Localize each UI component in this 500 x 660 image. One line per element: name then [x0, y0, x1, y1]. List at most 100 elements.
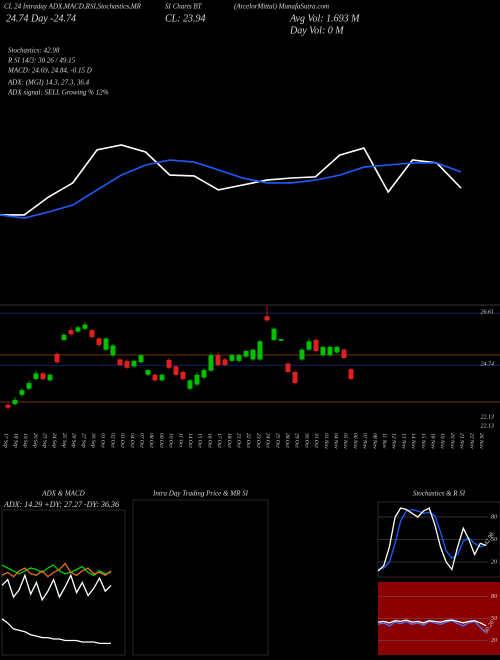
candle-body [222, 359, 228, 365]
y-tick-label: 80 [491, 594, 497, 600]
candle-body [215, 355, 221, 365]
candle-body [341, 349, 347, 359]
panel-title: ADX & MACD [41, 490, 84, 498]
series-line [377, 507, 487, 572]
x-tick-label: 01 Nov [323, 433, 329, 449]
panel-frame [132, 499, 269, 656]
y-tick-label: 24.74 [481, 361, 495, 368]
header-text: R SI 14/3: 30.26 / 49.15 [7, 57, 76, 65]
series-line [377, 620, 487, 634]
candle-body [278, 339, 284, 341]
candle-body [82, 324, 88, 329]
x-tick-label: 02 Oct [109, 433, 115, 448]
candle-body [145, 370, 151, 375]
x-tick-label: 11 Oct [177, 433, 183, 448]
y-tick-label: 50 [491, 616, 497, 622]
x-tick-label: 24 Sep [51, 433, 58, 448]
header-text: ADX: (MGI) 14.3, 27.3, 36.4 [7, 79, 90, 87]
x-tick-label: 17 Sep [3, 433, 9, 448]
candle-body [320, 346, 326, 356]
x-tick-label: 22 Nov [468, 433, 474, 449]
x-tick-label: 21 Oct [236, 433, 242, 448]
candle-body [264, 316, 270, 321]
candle-body [124, 360, 130, 368]
header-text: SI Charts BT [165, 3, 203, 11]
x-tick-label: 11 Nov [381, 433, 387, 449]
header-text: MACD: 24.69, 24.84, -0.15 D [7, 67, 92, 75]
x-tick-label: 18 Sep [12, 433, 18, 448]
header-text: SI,Stochastics,MR [90, 3, 142, 11]
candle-body [285, 363, 291, 372]
candle-body [89, 330, 95, 338]
series-line [1, 562, 112, 578]
candle-body [208, 355, 214, 371]
header-text: (ArcelorMittal) MunafaSutra.com [234, 3, 329, 11]
candle-body [180, 371, 186, 379]
y-tick-label: 22.13 [481, 423, 495, 429]
candle-body [187, 380, 193, 389]
x-tick-label: 21 Nov [459, 433, 465, 449]
x-tick-label: 22 Oct [245, 433, 251, 448]
candle-body [243, 351, 249, 357]
x-tick-label: 19 Sep [22, 433, 28, 448]
series-line [1, 564, 112, 577]
candle-body [166, 359, 172, 368]
candle-body [173, 366, 179, 375]
x-tick-label: 20 Sep [32, 433, 38, 448]
x-tick-label: 15 Oct [197, 433, 203, 448]
candle-body [313, 339, 319, 352]
candle-body [26, 383, 32, 389]
panel-subtitle: ADX: 14.29 +DY: 27.27 -DY: 36.36 [3, 500, 119, 509]
series-line [1, 573, 112, 602]
x-tick-label: 09 Oct [158, 433, 164, 448]
x-tick-label: 18 Oct [226, 433, 232, 448]
panel-frame [1, 509, 126, 656]
x-tick-label: 24 Oct [265, 433, 272, 448]
x-tick-label: 12 Nov [391, 433, 397, 449]
candle-body [236, 355, 242, 361]
candle-body [229, 355, 235, 361]
x-tick-label: 27 Sep [80, 433, 86, 448]
header-text: ADX signal: SELL Growing % 12% [7, 89, 109, 97]
panel-title: Stochastics & R SI [413, 490, 466, 498]
candle-body [334, 346, 340, 353]
x-tick-label: 06 Nov [352, 433, 358, 449]
header-text: CL 24 Intraday ADX,MACD,R [4, 3, 91, 11]
candle-body [61, 334, 67, 340]
candle-body [257, 341, 263, 360]
candle-body [40, 373, 46, 379]
y-tick-label: 80 [491, 514, 497, 520]
x-tick-label: 26 Sep [71, 433, 77, 448]
candle-body [201, 370, 207, 378]
x-tick-label: 04 Nov [333, 433, 340, 449]
x-tick-label: 30 Sep [90, 432, 96, 448]
candle-body [194, 374, 200, 385]
x-tick-label: 07 Oct [139, 433, 145, 448]
candle-body [75, 327, 81, 332]
candle-body [110, 345, 116, 356]
x-tick-label: 18 Nov [430, 433, 436, 449]
candle-body [327, 346, 333, 356]
candle-body [250, 349, 256, 360]
x-tick-label: 07 Nov [362, 433, 368, 449]
candle-body [299, 349, 305, 360]
candle-body [271, 328, 277, 340]
candle-body [131, 360, 137, 367]
y-tick-label: 50 [491, 537, 497, 543]
x-tick-label: 08 Oct [148, 433, 154, 448]
x-tick-label: 28 Oct [284, 433, 290, 448]
x-tick-label: 13 Nov [400, 433, 406, 449]
candle-body [54, 353, 60, 363]
candle-body [33, 373, 39, 379]
candle-body [117, 359, 123, 365]
candle-body [19, 390, 25, 395]
x-tick-label: 15 Nov [420, 433, 426, 449]
x-tick-label: 04 Oct [129, 433, 136, 448]
y-tick-label: 20 [491, 559, 497, 565]
x-tick-label: 23 Oct [255, 433, 261, 448]
x-tick-label: 05 Nov [342, 433, 348, 449]
panel-title: Intra Day Trading Price & MR SI [152, 490, 249, 498]
x-tick-label: 31 Oct [313, 432, 319, 448]
